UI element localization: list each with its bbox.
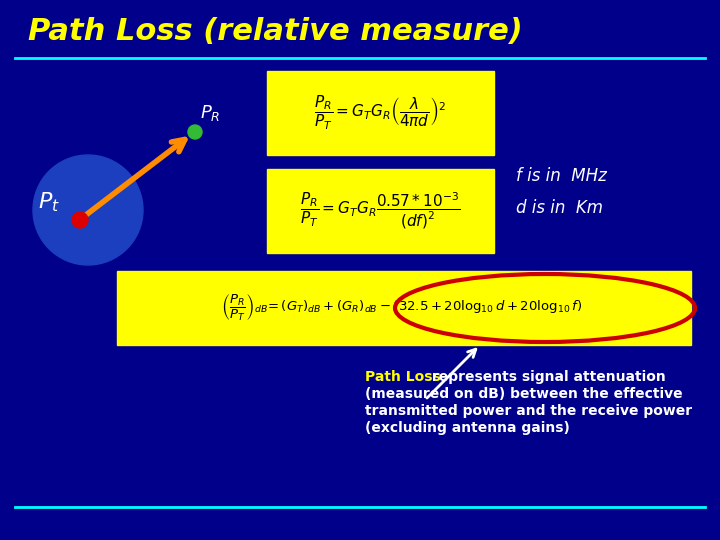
Circle shape — [188, 125, 202, 139]
Text: $\dfrac{P_R}{P_T} = G_T G_R \left( \dfrac{\lambda}{4\pi d} \right)^2$: $\dfrac{P_R}{P_T} = G_T G_R \left( \dfra… — [314, 94, 446, 132]
Circle shape — [33, 155, 143, 265]
Text: (measured on dB) between the effective: (measured on dB) between the effective — [365, 387, 683, 401]
Text: (excluding antenna gains): (excluding antenna gains) — [365, 421, 570, 435]
FancyBboxPatch shape — [267, 71, 494, 155]
FancyBboxPatch shape — [117, 271, 691, 345]
Text: $P_R$: $P_R$ — [200, 103, 220, 123]
Text: Path Loss (relative measure): Path Loss (relative measure) — [28, 17, 523, 46]
FancyBboxPatch shape — [267, 169, 494, 253]
Text: transmitted power and the receive power: transmitted power and the receive power — [365, 404, 692, 418]
Text: $P_t$: $P_t$ — [38, 190, 60, 214]
Text: $\dfrac{P_R}{P_T} = G_T G_R \dfrac{0.57 * 10^{-3}}{(df)^2}$: $\dfrac{P_R}{P_T} = G_T G_R \dfrac{0.57 … — [300, 191, 460, 231]
Text: Path Loss: Path Loss — [365, 370, 441, 384]
Text: f is in  MHz
d is in  Km: f is in MHz d is in Km — [516, 167, 607, 217]
Circle shape — [72, 212, 88, 228]
Text: $\left( \dfrac{P_R}{P_T} \right)_{dB} \!= (G_T)_{dB} + (G_R)_{dB} - (32.5 + 20\l: $\left( \dfrac{P_R}{P_T} \right)_{dB} \!… — [222, 293, 582, 323]
Text: represents signal attenuation: represents signal attenuation — [427, 370, 666, 384]
